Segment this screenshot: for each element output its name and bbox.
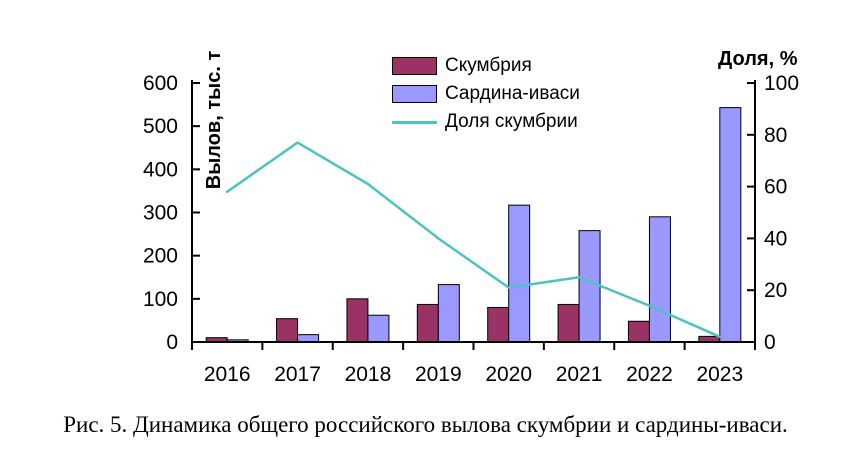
right-axis-tick-label: 80	[764, 124, 787, 147]
bar-mackerel-2020	[487, 306, 510, 343]
bar-mackerel-2021	[557, 303, 580, 343]
x-axis-label-2020: 2020	[485, 363, 532, 386]
left-axis-tick-label: 100	[143, 288, 178, 311]
x-axis-label-2021: 2021	[556, 363, 603, 386]
x-axis-label-2022: 2022	[626, 363, 673, 386]
share-line	[225, 141, 722, 339]
bar-sardine-2022	[648, 216, 671, 343]
bar-mackerel-2017	[276, 318, 299, 343]
legend-item-share-line: Доля скумбрии	[392, 108, 580, 136]
x-axis-label-2018: 2018	[345, 363, 392, 386]
bar-sardine-2018	[367, 314, 390, 343]
bar-sardine-2020	[508, 204, 531, 343]
right-axis-tick-label: 60	[764, 176, 787, 199]
left-axis-tick-label: 0	[166, 331, 178, 354]
left-axis-tick-label: 300	[143, 202, 178, 225]
chart-legend: Скумбрия Сардина-иваси Доля скумбрии	[392, 52, 580, 136]
left-axis-tick-label: 600	[143, 72, 178, 95]
x-axis-label-2023: 2023	[696, 363, 743, 386]
bar-sardine-2017	[297, 334, 320, 343]
legend-item-sardine: Сардина-иваси	[392, 80, 580, 108]
bar-sardine-2023	[719, 107, 742, 343]
legend-label-mackerel: Скумбрия	[445, 55, 532, 76]
right-axis-tick-label: 20	[764, 279, 787, 302]
figure-caption: Рис. 5. Динамика общего российского выло…	[63, 412, 788, 437]
x-axis-label-2019: 2019	[415, 363, 462, 386]
legend-label-share: Доля скумбрии	[445, 111, 578, 132]
x-axis-label-2017: 2017	[274, 363, 321, 386]
bar-sardine-2019	[437, 284, 460, 343]
right-axis-tick-label: 40	[764, 227, 787, 250]
left-axis-tick-label: 400	[143, 158, 178, 181]
legend-swatch-sardine-icon	[392, 85, 437, 103]
combo-chart-canvas: 0 100 200 300 400 500 600 0 20 40 60 80 100 2016 2017 2…	[143, 72, 799, 386]
legend-line-sample-icon	[392, 120, 437, 124]
bar-sardine-2021	[578, 230, 601, 343]
left-axis-tick-label: 500	[143, 115, 178, 138]
legend-item-mackerel: Скумбрия	[392, 52, 580, 80]
x-axis-label-2016: 2016	[204, 363, 251, 386]
right-axis-tick-label: 0	[764, 331, 776, 354]
legend-label-sardine: Сардина-иваси	[445, 83, 580, 104]
left-axis-tick-label: 200	[143, 245, 178, 268]
bar-mackerel-2019	[416, 303, 439, 343]
bar-mackerel-2018	[346, 298, 369, 343]
right-axis-title: Доля, %	[718, 48, 798, 70]
legend-swatch-mackerel-icon	[392, 57, 437, 75]
bar-mackerel-2022	[627, 320, 650, 343]
right-axis-tick-label: 100	[764, 72, 799, 95]
left-axis-title: Вылов, тыс. т	[203, 50, 225, 190]
